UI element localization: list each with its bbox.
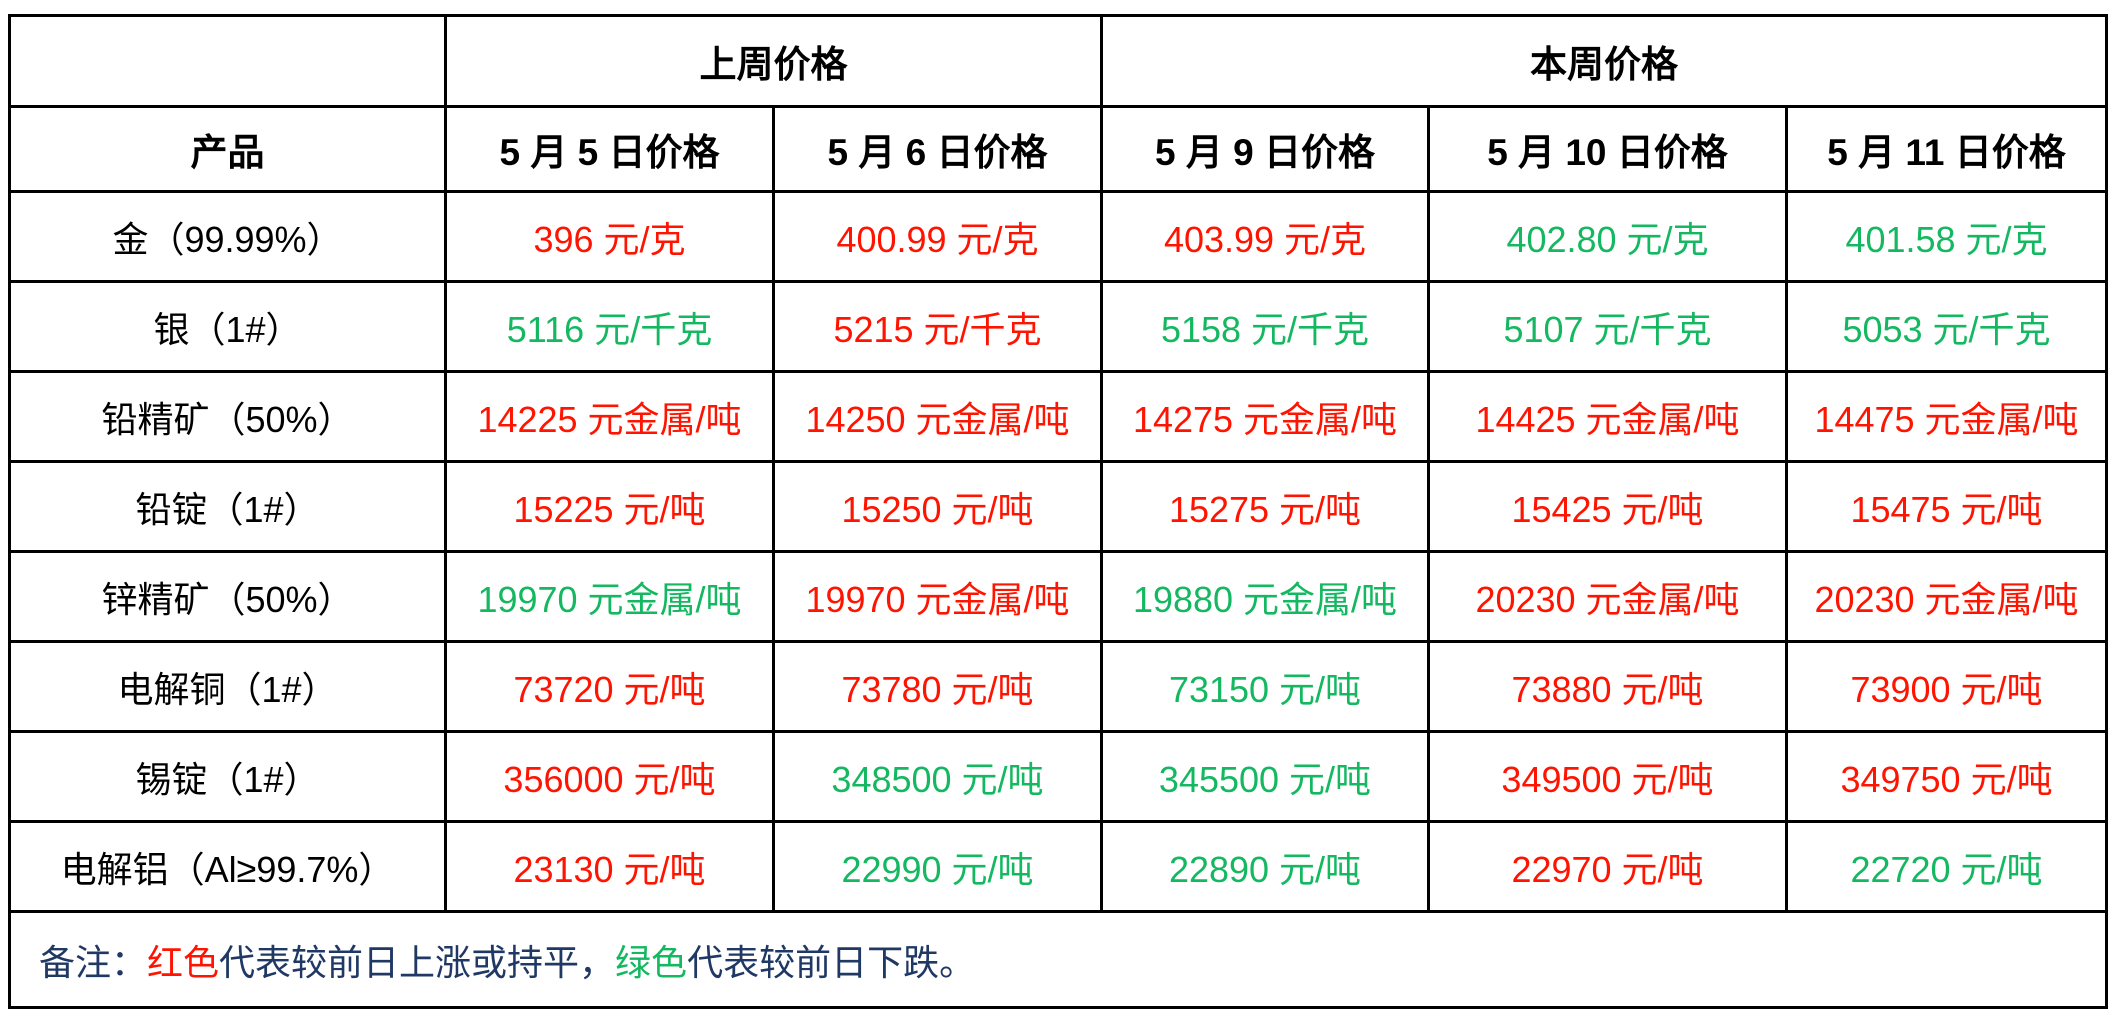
note-green-word: 绿色 xyxy=(615,941,688,983)
note-cell: 备注：红色代表较前日上涨或持平，绿色代表较前日下跌。 xyxy=(7,910,2109,1009)
date-column-header: 5 月 5 日价格 xyxy=(444,105,775,193)
header-group-row: 上周价格 本周价格 xyxy=(8,14,2109,108)
table-row-gold: 金（99.99%） 396 元/克 400.99 元/克 403.99 元/克 … xyxy=(8,190,2109,283)
price-cell: 73900 元/吨 xyxy=(1784,640,2109,733)
price-cell: 15250 元/吨 xyxy=(772,460,1103,553)
price-cell: 20230 元金属/吨 xyxy=(1784,550,2109,643)
product-cell: 电解铝（Al≥99.7%） xyxy=(8,820,447,913)
date-column-header: 5 月 6 日价格 xyxy=(772,105,1103,193)
price-cell: 5053 元/千克 xyxy=(1784,280,2109,373)
price-cell: 402.80 元/克 xyxy=(1427,190,1788,283)
table-row-lead-ingot: 铅锭（1#） 15225 元/吨 15250 元/吨 15275 元/吨 154… xyxy=(8,460,2109,553)
metal-price-table: 上周价格 本周价格 产品 5 月 5 日价格 5 月 6 日价格 5 月 9 日… xyxy=(7,14,2109,1009)
price-cell: 400.99 元/克 xyxy=(772,190,1103,283)
price-cell: 23130 元/吨 xyxy=(444,820,775,913)
date-column-header: 5 月 9 日价格 xyxy=(1100,105,1430,193)
corner-cell xyxy=(8,14,447,108)
table-row-silver: 银（1#） 5116 元/千克 5215 元/千克 5158 元/千克 5107… xyxy=(8,280,2109,373)
product-cell: 锡锭（1#） xyxy=(8,730,447,823)
price-cell: 19970 元金属/吨 xyxy=(772,550,1103,643)
price-cell: 345500 元/吨 xyxy=(1100,730,1430,823)
price-cell: 19970 元金属/吨 xyxy=(444,550,775,643)
table-row-aluminum: 电解铝（Al≥99.7%） 23130 元/吨 22990 元/吨 22890 … xyxy=(8,820,2109,913)
product-cell: 铅锭（1#） xyxy=(8,460,447,553)
price-cell: 396 元/克 xyxy=(444,190,775,283)
price-cell: 349500 元/吨 xyxy=(1427,730,1788,823)
price-cell: 15425 元/吨 xyxy=(1427,460,1788,553)
note-row: 备注：红色代表较前日上涨或持平，绿色代表较前日下跌。 xyxy=(7,910,2109,1009)
product-cell: 铅精矿（50%） xyxy=(8,370,447,463)
price-cell: 22990 元/吨 xyxy=(772,820,1103,913)
note-prefix: 备注： xyxy=(39,941,148,983)
this-week-header: 本周价格 xyxy=(1099,14,2109,108)
price-cell: 14250 元金属/吨 xyxy=(772,370,1103,463)
price-cell: 73720 元/吨 xyxy=(444,640,775,733)
table-row-lead-concentrate: 铅精矿（50%） 14225 元金属/吨 14250 元金属/吨 14275 元… xyxy=(8,370,2109,463)
price-cell: 22890 元/吨 xyxy=(1100,820,1430,913)
price-cell: 19880 元金属/吨 xyxy=(1100,550,1430,643)
price-cell: 73780 元/吨 xyxy=(772,640,1103,733)
price-cell: 22970 元/吨 xyxy=(1427,820,1788,913)
note-red-word: 红色 xyxy=(147,941,220,983)
price-cell: 5158 元/千克 xyxy=(1100,280,1430,373)
product-cell: 金（99.99%） xyxy=(8,190,447,283)
date-column-header: 5 月 10 日价格 xyxy=(1427,105,1788,193)
price-cell: 22720 元/吨 xyxy=(1784,820,2109,913)
price-cell: 403.99 元/克 xyxy=(1100,190,1430,283)
price-cell: 5116 元/千克 xyxy=(444,280,775,373)
price-cell: 348500 元/吨 xyxy=(772,730,1103,823)
price-cell: 14275 元金属/吨 xyxy=(1100,370,1430,463)
table-row-copper: 电解铜（1#） 73720 元/吨 73780 元/吨 73150 元/吨 73… xyxy=(8,640,2109,733)
product-column-header: 产品 xyxy=(8,105,447,193)
table-row-zinc-concentrate: 锌精矿（50%） 19970 元金属/吨 19970 元金属/吨 19880 元… xyxy=(8,550,2109,643)
price-cell: 15475 元/吨 xyxy=(1784,460,2109,553)
last-week-header: 上周价格 xyxy=(444,14,1103,108)
price-cell: 14425 元金属/吨 xyxy=(1427,370,1788,463)
price-cell: 349750 元/吨 xyxy=(1784,730,2109,823)
date-column-header: 5 月 11 日价格 xyxy=(1784,105,2109,193)
price-cell: 401.58 元/克 xyxy=(1784,190,2109,283)
header-date-row: 产品 5 月 5 日价格 5 月 6 日价格 5 月 9 日价格 5 月 10 … xyxy=(8,105,2109,193)
price-cell: 15225 元/吨 xyxy=(444,460,775,553)
table-row-tin-ingot: 锡锭（1#） 356000 元/吨 348500 元/吨 345500 元/吨 … xyxy=(8,730,2109,823)
price-cell: 5107 元/千克 xyxy=(1427,280,1788,373)
product-cell: 电解铜（1#） xyxy=(8,640,447,733)
note-green-description: 代表较前日下跌。 xyxy=(687,941,976,983)
price-cell: 73880 元/吨 xyxy=(1427,640,1788,733)
price-cell: 14475 元金属/吨 xyxy=(1784,370,2109,463)
product-cell: 锌精矿（50%） xyxy=(8,550,447,643)
price-cell: 20230 元金属/吨 xyxy=(1427,550,1788,643)
note-red-description: 代表较前日上涨或持平， xyxy=(219,941,616,983)
price-cell: 14225 元金属/吨 xyxy=(444,370,775,463)
price-cell: 15275 元/吨 xyxy=(1100,460,1430,553)
product-cell: 银（1#） xyxy=(8,280,447,373)
price-cell: 356000 元/吨 xyxy=(444,730,775,823)
price-cell: 5215 元/千克 xyxy=(772,280,1103,373)
price-cell: 73150 元/吨 xyxy=(1100,640,1430,733)
